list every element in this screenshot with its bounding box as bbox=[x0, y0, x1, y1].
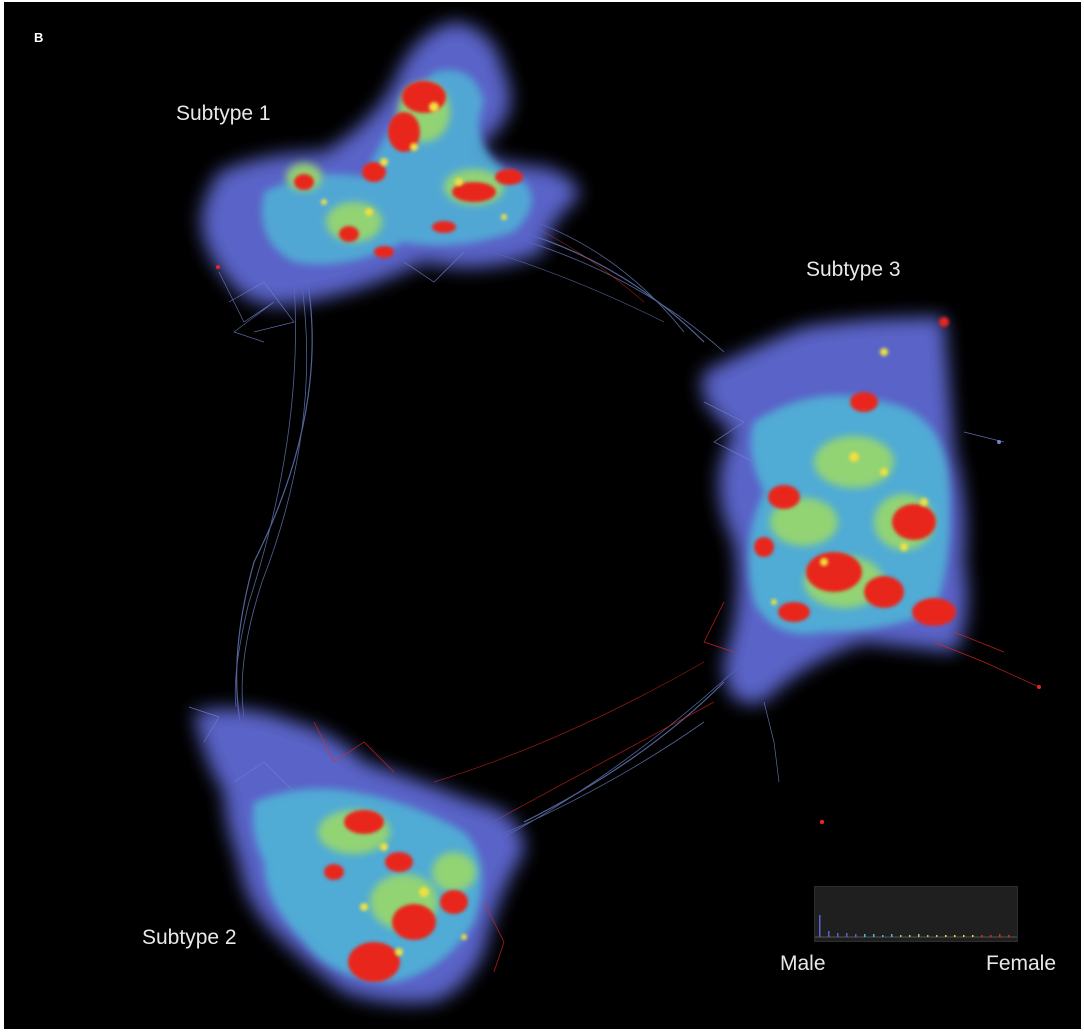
histogram-bar bbox=[828, 931, 830, 937]
sex-histogram-legend bbox=[814, 886, 1018, 942]
histogram-bar bbox=[819, 915, 821, 937]
histogram-bar bbox=[945, 935, 947, 937]
histogram-bars bbox=[815, 915, 1017, 938]
histogram-bar bbox=[918, 934, 920, 937]
histogram-bar bbox=[900, 935, 902, 937]
cluster-label-subtype-1: Subtype 1 bbox=[176, 102, 271, 125]
histogram-bar bbox=[927, 935, 929, 937]
histogram-bar bbox=[855, 934, 857, 937]
cluster-subtype-2 bbox=[188, 706, 524, 1004]
histogram-bar bbox=[972, 935, 974, 937]
cluster-subtype-1 bbox=[201, 22, 579, 343]
cluster-label-subtype-3: Subtype 3 bbox=[806, 258, 901, 281]
cluster-subtype-3 bbox=[702, 317, 1040, 783]
histogram-bar bbox=[864, 934, 866, 937]
histogram-bar bbox=[1008, 935, 1010, 937]
cluster-label-subtype-2: Subtype 2 bbox=[142, 926, 237, 949]
isolated-nodes bbox=[216, 265, 1041, 825]
histogram-bar bbox=[909, 935, 911, 937]
connecting-edges-red bbox=[433, 201, 715, 833]
histogram-bar bbox=[873, 934, 875, 937]
legend-label-female: Female bbox=[986, 952, 1057, 975]
histogram-bar bbox=[891, 934, 893, 937]
histogram-bar bbox=[936, 935, 938, 937]
histogram-bar bbox=[990, 935, 992, 937]
histogram-bar bbox=[999, 934, 1001, 937]
network-panel: B Subtype 1 Subtype 3 Subtype 2 Male Fem… bbox=[4, 2, 1081, 1029]
legend-label-male: Male bbox=[780, 952, 826, 975]
histogram-bar bbox=[846, 933, 848, 937]
histogram-bar bbox=[837, 933, 839, 937]
panel-letter: B bbox=[34, 30, 44, 45]
histogram-bar bbox=[882, 935, 884, 937]
histogram-bar bbox=[954, 935, 956, 937]
histogram-bar bbox=[981, 935, 983, 937]
network-graph bbox=[188, 22, 1041, 1004]
histogram-bar bbox=[963, 935, 965, 937]
